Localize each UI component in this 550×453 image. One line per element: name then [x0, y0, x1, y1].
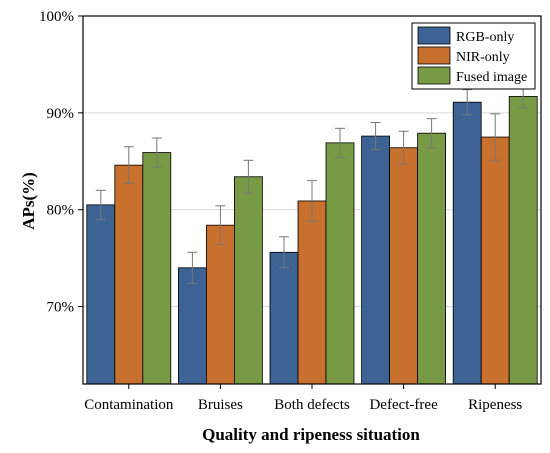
x-tick-label: Ripeness	[468, 397, 522, 413]
y-tick-label: 100%	[39, 9, 74, 25]
bar-fused-image-4	[508, 95, 538, 385]
bars	[86, 84, 538, 385]
x-tick-label: Both defects	[274, 397, 350, 413]
bar-rgb-only-2	[269, 251, 299, 385]
tick-labels: 70% 80% 90% 100% Contamination Bruises Both de…	[39, 9, 522, 413]
bar-nir-only-4	[480, 136, 510, 385]
legend-label: NIR-only	[456, 50, 510, 65]
legend-swatch	[417, 26, 451, 45]
bar-fused-image-2	[325, 142, 355, 385]
bar-rgb-only-0	[86, 204, 116, 385]
bar-nir-only-1	[205, 224, 235, 385]
bar-fused-image-0	[142, 152, 172, 385]
bar-nir-only-0	[114, 164, 144, 385]
bar-fused-image-1	[233, 176, 263, 385]
bar-nir-only-2	[297, 200, 327, 385]
legend-label: RGB-only	[456, 30, 514, 45]
axes	[78, 15, 542, 389]
plot-frame	[82, 15, 542, 385]
legend-swatch	[417, 46, 451, 65]
x-tick-label: Defect-free	[369, 397, 438, 413]
legend-swatch	[417, 66, 451, 85]
legend: RGB-only NIR-only Fused image	[411, 22, 536, 90]
x-tick-label: Contamination	[84, 397, 174, 413]
y-tick-label: 70%	[47, 300, 75, 316]
bar-nir-only-3	[389, 147, 419, 385]
y-tick-label: 80%	[47, 203, 75, 219]
bar-fused-image-3	[417, 132, 447, 385]
x-tick-label: Bruises	[198, 397, 243, 413]
bar-rgb-only-4	[452, 101, 482, 385]
bar-rgb-only-1	[177, 267, 207, 385]
y-axis-title: APs(%)	[19, 172, 38, 230]
y-tick-label: 90%	[47, 106, 75, 122]
x-axis-title: Quality and ripeness situation	[202, 425, 420, 444]
bar-rgb-only-3	[361, 135, 391, 385]
legend-label: Fused image	[456, 70, 527, 85]
